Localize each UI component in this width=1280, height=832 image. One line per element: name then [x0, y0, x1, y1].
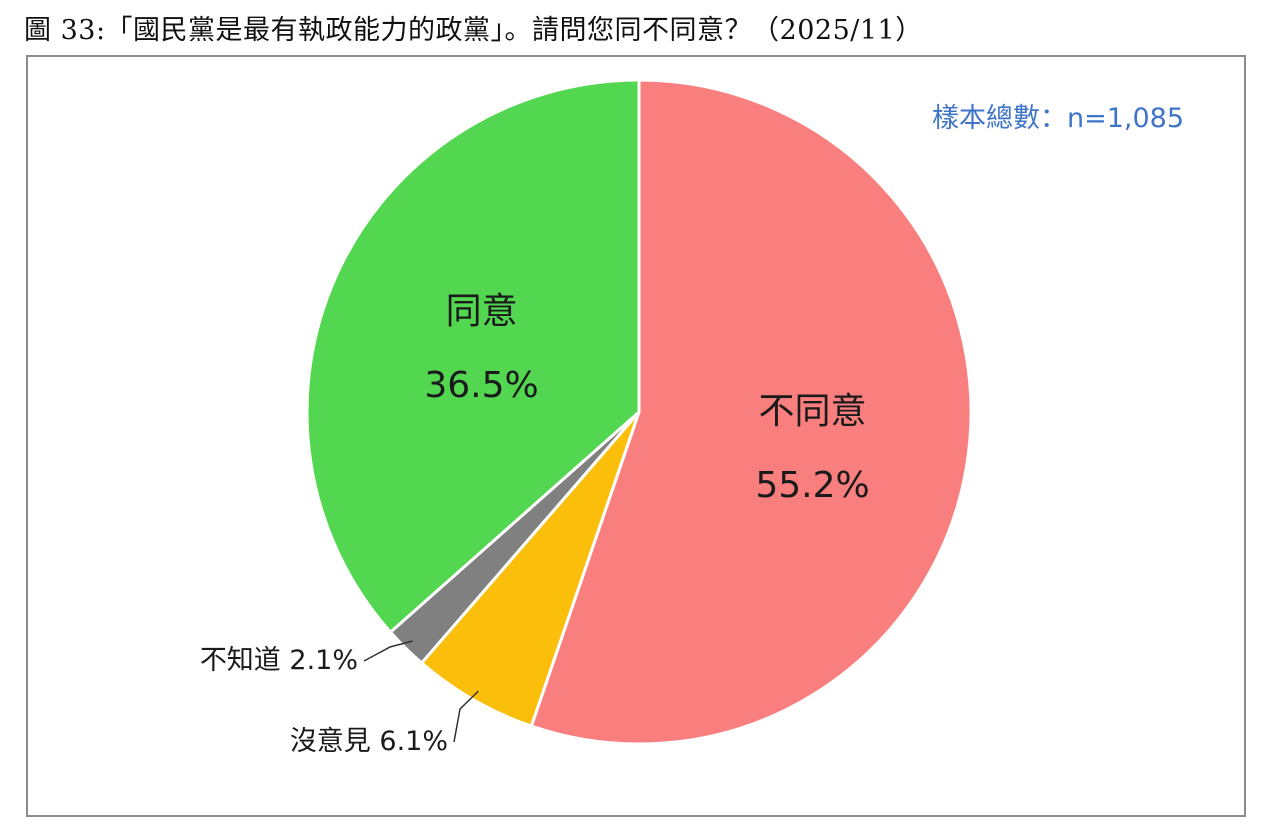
chart-frame: 不同意 55.2% 同意 36.5% 沒意見 6.1% 不知道 2.1% 樣本總數：n=1… [26, 55, 1246, 817]
slice-value-label-0: 55.2% [755, 465, 869, 506]
slice-outer-label-2: 不知道 2.1% [200, 645, 358, 676]
sample-size-note: 樣本總數：n=1,085 [932, 103, 1184, 134]
pie-chart: 不同意 55.2% 同意 36.5% 沒意見 6.1% 不知道 2.1% 樣本總數：n=1… [200, 78, 1184, 757]
leader-line-2 [363, 640, 413, 662]
leader-line-1 [453, 690, 479, 743]
slice-outer-label-1: 沒意見 6.1% [290, 726, 448, 757]
pie-slice-1 [419, 411, 641, 728]
pie-slice-3 [305, 78, 641, 635]
slice-name-label-0: 不同意 [759, 391, 867, 432]
figure-title: 圖 33:「國民黨是最有執政能力的政黨」。請問您同不同意？（2025/11） [24, 15, 923, 46]
pie-labels: 不同意 55.2% 同意 36.5% 沒意見 6.1% 不知道 2.1% [200, 291, 870, 757]
pie-slices [305, 78, 973, 746]
pie-slice-0 [529, 78, 973, 746]
slice-name-label-3: 同意 [446, 291, 518, 332]
slice-value-label-3: 36.5% [424, 365, 538, 406]
